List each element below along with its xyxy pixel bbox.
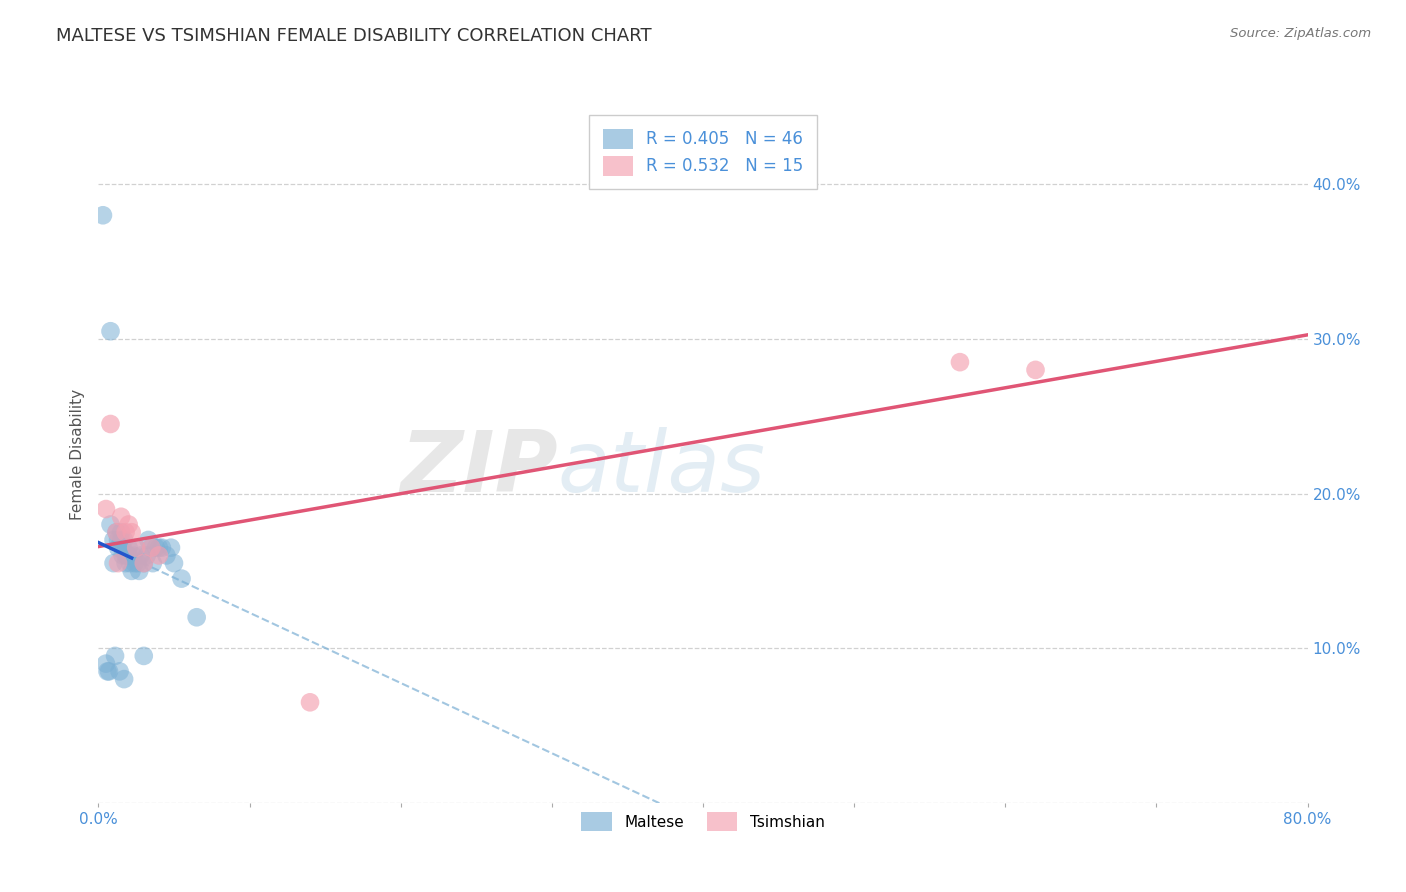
Point (141, 541, 163, 555)
Point (111, 549, 134, 563)
Point (112, 672, 135, 686)
Point (105, 525, 128, 540)
Point (170, 572, 193, 586)
Point (103, 556, 125, 570)
Point (110, 509, 132, 524)
Point (128, 564, 150, 578)
Point (148, 549, 170, 563)
Point (105, 525, 128, 540)
Point (100, 324, 122, 338)
Point (111, 541, 134, 555)
Point (132, 556, 155, 570)
Point (118, 517, 141, 532)
Point (96, 665, 118, 679)
Point (112, 533, 135, 547)
Point (91, 208, 114, 222)
Point (103, 533, 125, 547)
Y-axis label: Female Disability: Female Disability (70, 389, 86, 521)
Point (160, 541, 183, 555)
Text: Source: ZipAtlas.com: Source: ZipAtlas.com (1230, 27, 1371, 40)
Point (125, 541, 148, 555)
Point (186, 610, 208, 624)
Point (121, 564, 143, 578)
Point (150, 541, 173, 555)
Point (145, 541, 167, 555)
Point (132, 556, 155, 570)
Point (94, 657, 117, 671)
Point (114, 556, 136, 570)
Point (949, 355, 972, 369)
Point (108, 665, 131, 679)
Point (1024, 363, 1046, 377)
Point (110, 525, 132, 540)
Point (122, 549, 145, 563)
Point (100, 517, 122, 532)
Point (107, 556, 129, 570)
Text: MALTESE VS TSIMSHIAN FEMALE DISABILITY CORRELATION CHART: MALTESE VS TSIMSHIAN FEMALE DISABILITY C… (56, 27, 652, 45)
Point (142, 556, 165, 570)
Point (115, 549, 138, 563)
Point (125, 541, 148, 555)
Point (127, 556, 149, 570)
Point (118, 541, 141, 555)
Text: ZIP: ZIP (401, 427, 558, 510)
Point (110, 533, 132, 547)
Point (94, 502, 117, 516)
Point (98, 665, 121, 679)
Point (104, 648, 127, 663)
Point (118, 549, 141, 563)
Point (148, 541, 170, 555)
Point (155, 549, 177, 563)
Point (135, 549, 157, 563)
Point (132, 648, 155, 663)
Point (129, 549, 152, 563)
Point (120, 556, 142, 570)
Point (141, 541, 163, 555)
Point (124, 556, 146, 570)
Legend: Maltese, Tsimshian: Maltese, Tsimshian (575, 806, 831, 837)
Point (114, 525, 136, 540)
Point (121, 525, 143, 540)
Point (114, 549, 136, 563)
Point (163, 556, 186, 570)
Point (299, 695, 322, 709)
Point (107, 533, 129, 547)
Text: atlas: atlas (558, 427, 766, 510)
Point (100, 417, 122, 431)
Point (107, 541, 129, 555)
Point (136, 533, 159, 547)
